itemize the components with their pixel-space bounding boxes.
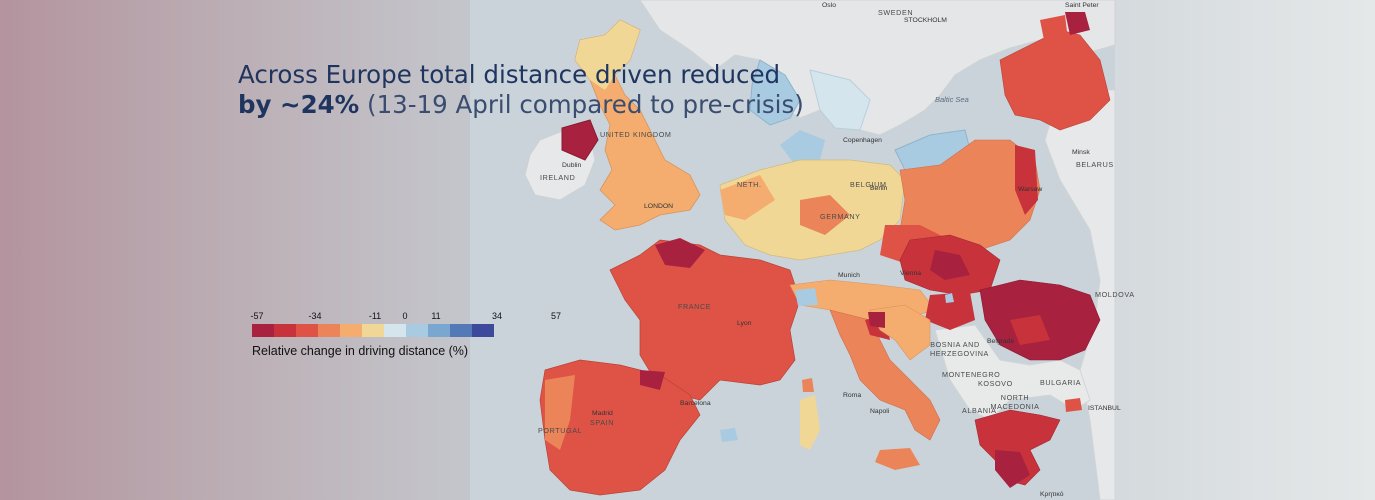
country-label: SPAIN [590, 418, 615, 427]
city-label: STOCKHOLM [904, 17, 947, 24]
country-label: BELARUS [1076, 160, 1114, 169]
title-subtext: (13-19 April compared to pre-crisis) [359, 90, 804, 119]
legend-tick: 57 [550, 311, 562, 321]
legend-color-swatch [340, 324, 362, 337]
city-label: Napoli [870, 408, 890, 415]
city-label: Madrid [592, 410, 613, 417]
city-label: Dublin [562, 162, 582, 169]
country-label: PORTUGAL [538, 426, 583, 435]
city-label: Copenhagen [843, 137, 882, 144]
legend-tick: -57 [250, 311, 264, 321]
country-label: MOLDOVA [1095, 290, 1135, 299]
color-legend: -57 -34 -11 0 11 34 57 Relative change i… [250, 311, 570, 371]
title-highlight: by ~24% [238, 90, 360, 119]
legend-color-swatch [362, 324, 384, 337]
legend-color-bar [252, 324, 494, 337]
city-label: Minsk [1072, 149, 1090, 156]
legend-color-swatch [318, 324, 340, 337]
country-label: NETH. [737, 180, 762, 189]
city-label: Κρητικό [1040, 491, 1064, 498]
country-label: FRANCE [678, 302, 712, 311]
country-label: UNITED KINGDOM [600, 130, 672, 139]
city-label: Vienna [900, 270, 922, 277]
legend-tick: 0 [402, 311, 408, 321]
country-label: NORTH MACEDONIA [990, 393, 1040, 411]
map-title: Across Europe total distance driven redu… [238, 60, 804, 120]
legend-color-swatch [274, 324, 296, 337]
city-label: Warsaw [1018, 186, 1043, 193]
city-label: Saint Peter [1065, 2, 1099, 9]
country-label: BELGIUM [850, 180, 887, 189]
city-label: Roma [843, 392, 862, 399]
legend-color-swatch [428, 324, 450, 337]
country-label: ALBANIA [962, 406, 997, 415]
legend-color-swatch [472, 324, 494, 337]
city-label: Munich [838, 272, 860, 279]
country-label: IRELAND [540, 173, 576, 182]
legend-caption: Relative change in driving distance (%) [252, 344, 469, 358]
legend-color-swatch [450, 324, 472, 337]
legend-tick: 34 [491, 311, 503, 321]
legend-tick: -34 [308, 311, 322, 321]
city-label: ISTANBUL [1088, 405, 1121, 412]
city-label: Oslo [822, 2, 836, 9]
legend-tick: -11 [368, 311, 382, 321]
country-label: BOSNIA AND HERZEGOVINA [930, 340, 989, 358]
sea-label: Baltic Sea [935, 95, 969, 104]
legend-color-swatch [406, 324, 428, 337]
legend-ticks: -57 -34 -11 0 11 34 57 [250, 311, 570, 323]
title-line-1: Across Europe total distance driven redu… [238, 60, 781, 89]
city-label: Berlin [870, 185, 888, 192]
country-label: GERMANY [820, 212, 861, 221]
title-line-2: by ~24% (13-19 April compared to pre-cri… [238, 90, 804, 120]
legend-color-swatch [296, 324, 318, 337]
city-label: Belgrade [987, 338, 1015, 345]
city-label: LONDON [644, 203, 674, 210]
country-label: KOSOVO [978, 379, 1013, 388]
country-label: BULGARIA [1040, 378, 1082, 387]
city-label: Lyon [737, 320, 752, 327]
legend-tick: 11 [431, 311, 441, 321]
legend-color-swatch [252, 324, 274, 337]
city-label: Barcelona [680, 400, 711, 407]
legend-color-swatch [384, 324, 406, 337]
country-label: MONTENEGRO [942, 370, 1001, 379]
country-label: SWEDEN [878, 8, 914, 17]
